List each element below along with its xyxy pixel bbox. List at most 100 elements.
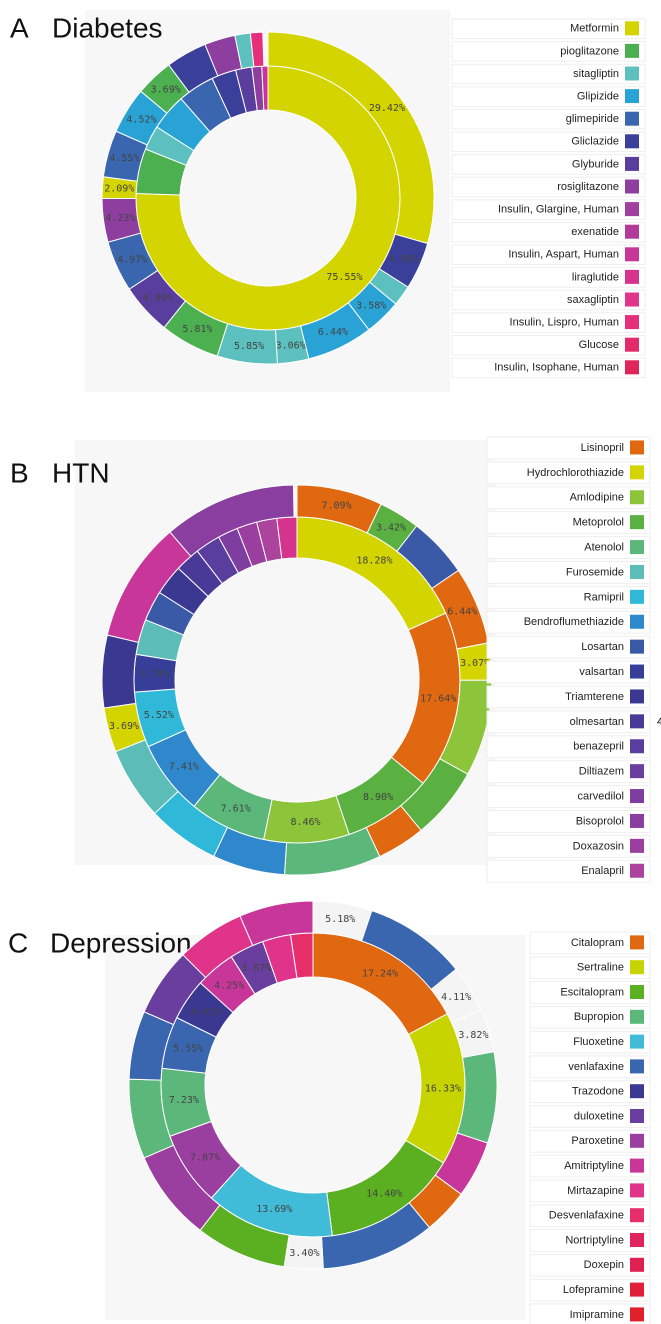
- segment-label: 4.99%: [143, 293, 173, 304]
- legend-label: Insulin, Lispro, Human: [510, 317, 619, 329]
- segment-label: 29.42%: [369, 103, 405, 114]
- legend-swatch: [630, 515, 644, 530]
- legend-label: Escitalopram: [560, 986, 624, 998]
- legend-row: [529, 1005, 651, 1029]
- legend-swatch: [630, 1084, 644, 1099]
- segment-label: 8.46%: [290, 817, 320, 828]
- segment-label: 3.42%: [376, 523, 406, 534]
- segment-label: 3.69%: [151, 85, 181, 96]
- legend-row: [451, 176, 646, 198]
- legend-label: Furosemide: [566, 566, 624, 578]
- legend-swatch: [630, 1109, 644, 1123]
- legend-swatch: [625, 202, 639, 217]
- segment-label: 17.24%: [362, 969, 398, 980]
- legend-swatch: [630, 714, 644, 729]
- segment-label: 4.60%: [389, 254, 419, 265]
- segment-label: 2.09%: [104, 184, 134, 195]
- legend-row: [451, 199, 646, 220]
- legend-row: [486, 511, 651, 535]
- legend-row: [529, 1154, 651, 1178]
- legend-row: [451, 63, 646, 85]
- legend-label: Mirtazapine: [567, 1185, 624, 1197]
- ring-segment: [169, 484, 295, 558]
- legend-row: [529, 1278, 651, 1302]
- segment-label: 7.23%: [169, 1095, 199, 1106]
- panel-title: HTN: [52, 457, 110, 488]
- legend-swatch: [630, 1257, 644, 1272]
- legend-row: [451, 108, 646, 130]
- legend-label: Insulin, Aspart, Human: [508, 249, 619, 261]
- legend-swatch: [630, 863, 644, 878]
- legend-row: [486, 685, 651, 709]
- ring-segment: [249, 31, 265, 68]
- legend-swatch: [625, 269, 639, 284]
- legend-swatch: [625, 247, 639, 262]
- legend-label: Trazodone: [572, 1086, 624, 1098]
- legend-label: Doxazosin: [573, 840, 624, 852]
- legend-label: Ramipril: [584, 591, 624, 603]
- panel-letter: C: [8, 927, 28, 958]
- legend-label: saxagliptin: [567, 294, 619, 306]
- legend-row: [529, 1030, 651, 1054]
- legend-label: Bisoprolol: [576, 815, 624, 827]
- segment-label: 3.40%: [289, 1248, 319, 1259]
- segment-label: 3.06%: [276, 340, 306, 351]
- legend-label: Gliclazide: [571, 136, 619, 148]
- legend-row: [486, 810, 651, 833]
- legend-label: Amitriptyline: [564, 1160, 624, 1172]
- legend-swatch: [630, 540, 644, 555]
- legend-row: [486, 486, 651, 510]
- legend-label: Glyburide: [572, 158, 619, 170]
- legend-row: [529, 981, 651, 1004]
- legend-swatch: [630, 1009, 644, 1024]
- legend-swatch: [625, 179, 639, 194]
- legend-swatch: [625, 292, 639, 307]
- legend-row: [529, 1204, 651, 1228]
- legend-label: Metformin: [570, 23, 619, 35]
- legend-swatch: [630, 1183, 644, 1198]
- segment-label: 8.90%: [363, 792, 393, 803]
- segment-label: 4.97%: [117, 254, 147, 265]
- legend-label: Bendroflumethiazide: [524, 616, 624, 628]
- legend-row: [451, 244, 646, 266]
- legend-label: Imipramine: [570, 1309, 624, 1321]
- legend-row: [529, 1129, 651, 1153]
- legend-row: [486, 785, 651, 808]
- segment-label: 17.64%: [420, 694, 456, 705]
- legend-label: Enalapril: [581, 865, 624, 877]
- legend-swatch: [630, 1233, 644, 1247]
- legend-swatch: [630, 589, 644, 604]
- legend-label: pioglitazone: [560, 45, 619, 57]
- legend-row: [451, 131, 646, 153]
- legend-label: Losartan: [581, 641, 624, 653]
- legend-label: Insulin, Glargine, Human: [498, 204, 619, 216]
- legend-swatch: [630, 838, 644, 853]
- legend-label: Metoprolol: [573, 517, 624, 529]
- legend-row: [486, 436, 651, 460]
- legend-row: [529, 1179, 651, 1203]
- clipped-label: 4: [657, 716, 661, 728]
- legend-label: Amlodipine: [570, 492, 624, 504]
- legend-row: [486, 461, 651, 485]
- legend-label: Bupropion: [574, 1011, 624, 1023]
- legend-label: Paroxetine: [571, 1135, 624, 1147]
- segment-label: 3.58%: [356, 300, 386, 311]
- segment-label: 3.67%: [241, 963, 271, 974]
- legend-label: Sertraline: [577, 962, 624, 974]
- segment-label: 7.61%: [221, 804, 251, 815]
- segment-label: 5.55%: [173, 1043, 203, 1054]
- legend-row: [451, 18, 646, 40]
- legend-label: Nortriptyline: [565, 1234, 624, 1246]
- segment-label: 6.44%: [318, 327, 348, 338]
- legend-label: Desvenlafaxine: [549, 1210, 624, 1222]
- segment-label: 3.82%: [458, 1030, 488, 1041]
- segment-label: 4.52%: [126, 114, 156, 125]
- legend-row: [451, 267, 646, 288]
- legend-label: duloxetine: [574, 1110, 624, 1122]
- legend-swatch: [630, 985, 644, 999]
- segment-label: 3.07%: [460, 658, 490, 669]
- segment-label: 5.18%: [325, 914, 355, 925]
- segment-label: 18.28%: [356, 555, 392, 566]
- legend-label: carvedilol: [578, 790, 624, 802]
- segment-label: 5.85%: [234, 341, 264, 352]
